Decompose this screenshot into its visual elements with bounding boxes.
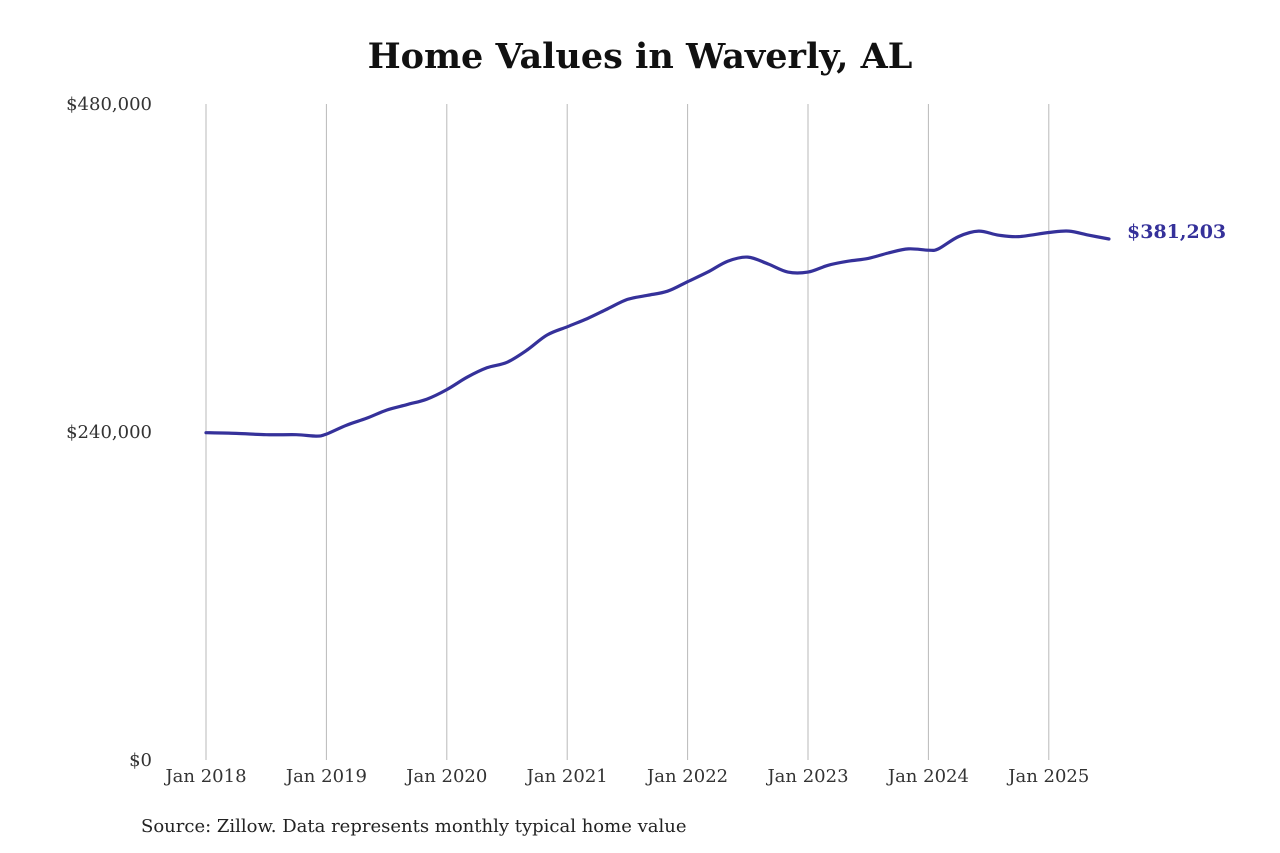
chart-source-note: Source: Zillow. Data represents monthly … bbox=[141, 816, 687, 837]
x-tick-label: Jan 2024 bbox=[886, 766, 969, 787]
y-tick-label: $0 bbox=[129, 750, 152, 771]
chart-title: Home Values in Waverly, AL bbox=[367, 36, 913, 77]
x-tick-label: Jan 2018 bbox=[163, 766, 246, 787]
series-line bbox=[204, 229, 1111, 438]
x-tick-label: Jan 2020 bbox=[404, 766, 487, 787]
x-tick-label: Jan 2019 bbox=[284, 766, 367, 787]
x-tick-label: Jan 2025 bbox=[1006, 766, 1089, 787]
end-value-label: $381,203 bbox=[1127, 221, 1226, 243]
x-tick-label: Jan 2023 bbox=[765, 766, 848, 787]
y-tick-label: $240,000 bbox=[66, 422, 152, 443]
x-tick-label: Jan 2021 bbox=[525, 766, 608, 787]
y-tick-label: $480,000 bbox=[66, 94, 152, 115]
x-tick-label: Jan 2022 bbox=[645, 766, 728, 787]
